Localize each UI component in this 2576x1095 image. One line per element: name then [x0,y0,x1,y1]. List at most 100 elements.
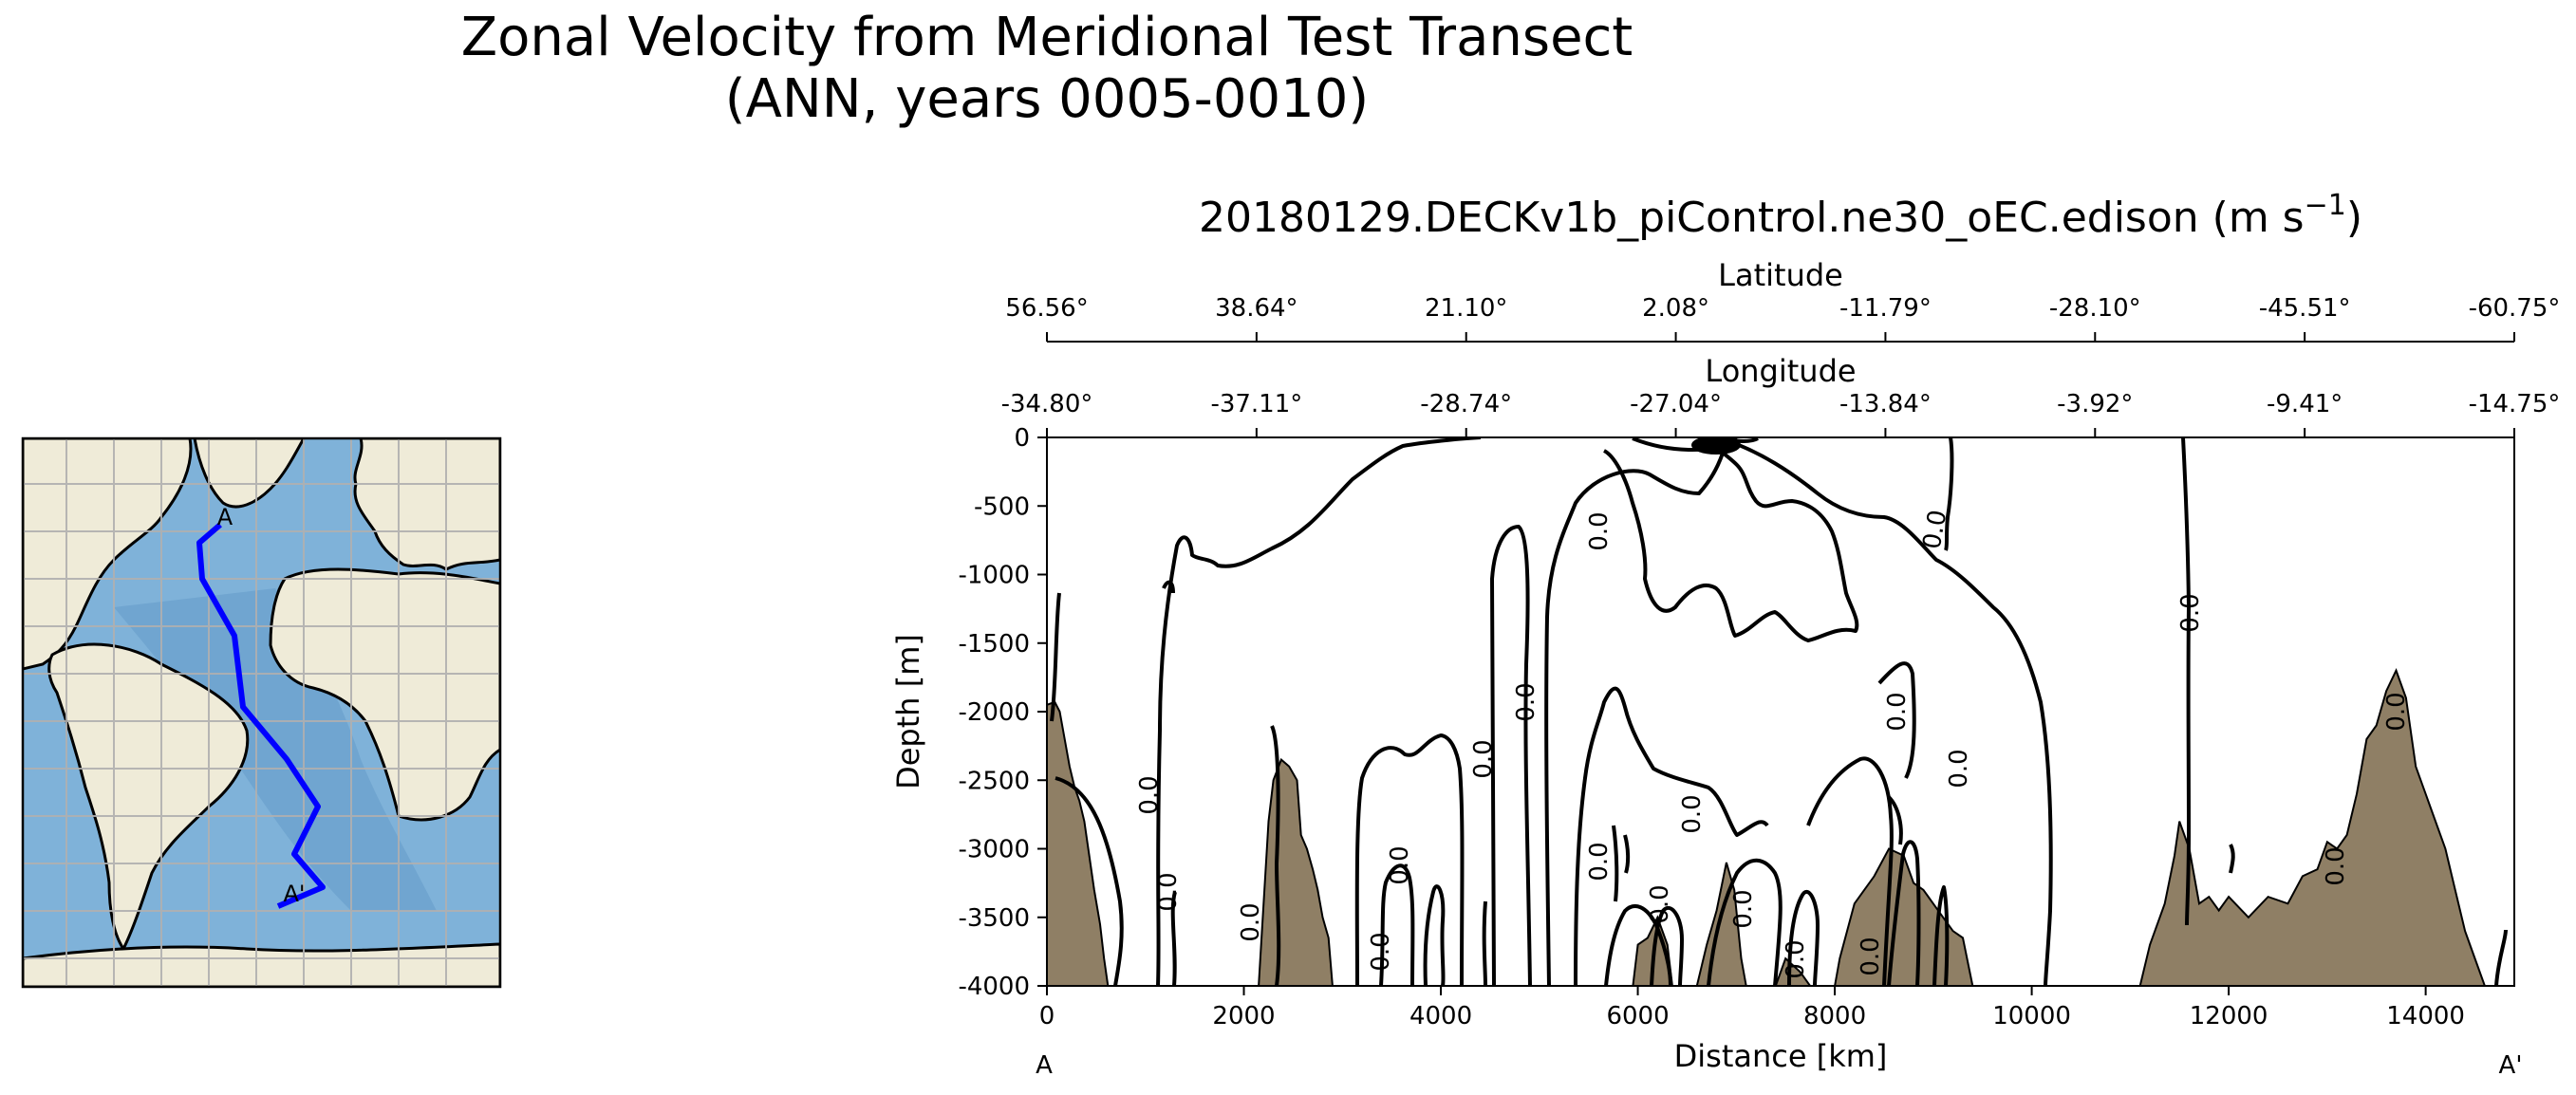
contour-line [1932,885,1950,986]
contour-line [1156,437,1482,986]
contour-label: 0.0 [1918,508,1953,551]
map-label-start: A [217,504,233,530]
contour-label-group: 0.0 [1135,775,1164,814]
contour-label-group: 0.0 [2322,846,2350,885]
x-tick-label: 6000 [1606,1002,1669,1030]
contour-label-group: 0.0 [1945,749,1973,788]
contour-label: 0.0 [1585,842,1614,881]
surface-jet-core [1691,437,1741,455]
longitude-tick-label: -3.92° [2057,390,2133,418]
longitude-ticks: -34.80° -37.11° -28.74° -27.04° -13.84° -3.92… [1001,390,2561,437]
y-tick-label: 0 [1014,424,1030,453]
latitude-tick-label: -11.79° [1839,294,1932,323]
latitude-tick-label: 56.56° [1005,294,1088,323]
contour-label-group: 0.0 [1883,692,1912,731]
map-land-europe [353,438,500,571]
contour-label: 0.0 [1237,902,1265,941]
contour-line [1490,525,1532,986]
x-tick-label: 10000 [1992,1002,2071,1030]
contour-label-group: 0.0 [1918,508,1953,551]
contour-label-group: 0.0 [1729,889,1758,928]
contour-label-group: 0.0 [2382,692,2411,731]
contour-label: 0.0 [1469,739,1498,778]
longitude-tick-label: -13.84° [1839,390,1932,418]
contour-label: 0.0 [1646,884,1674,923]
contour-labels: 0.0 0.0 0.0 0.0 0.0 0.0 0.0 0.0 0.0 0.0 0.0 0.0 0.0 0… [1135,508,2411,978]
contour-line [1170,891,1177,986]
latitude-tick-label: -60.75° [2469,294,2561,323]
contour-line [1270,725,1281,986]
contour-line [1602,437,1859,642]
contour-label: 0.0 [1367,932,1395,971]
x-tick-label: 4000 [1409,1002,1472,1030]
contour-line [1574,686,1769,986]
figure-title-line2: (ANN, years 0005-0010) [725,68,1370,130]
y-tick-label: -4000 [958,973,1030,1001]
contour-line [1050,592,1061,722]
contour-label-group: 0.0 [1469,739,1498,778]
contour-label: 0.0 [1386,845,1414,884]
contour-label: 0.0 [2176,593,2205,632]
contour-line [1612,825,1631,902]
map-gridlines [23,438,500,987]
contour-label-group: 0.0 [1782,939,1810,978]
contour-label: 0.0 [1135,775,1164,814]
contour-label-group: 0.0 [1154,872,1183,911]
longitude-tick-label: -27.04° [1630,390,1722,418]
contour-line [2494,929,2508,986]
map-inset: A A' [21,436,502,989]
contour-label-group: 0.0 [1585,511,1614,550]
contour-line [2181,437,2191,926]
contour-line [1707,858,1783,986]
contour-label: 0.0 [1512,682,1540,721]
contour-line [1482,900,1487,986]
x-tick-label: 8000 [1803,1002,1866,1030]
bathymetry-fill [1047,668,2486,986]
contour-line [1162,580,1175,594]
y-tick-label: -2500 [958,767,1030,795]
contour-label: 0.0 [1585,511,1614,550]
map-label-end: A' [283,881,305,907]
contour-label: 0.0 [1154,872,1183,911]
contour-line [1806,756,1894,986]
contour-label: 0.0 [1678,794,1707,833]
contour-label: 0.0 [1945,749,1973,788]
figure-title-line1: Zonal Velocity from Meridional Test Tran… [461,7,1633,68]
x-axis-label: Distance [km] [1674,1038,1888,1074]
latitude-tick-label: 21.10° [1425,294,1507,323]
y-axis-label: Depth [m] [890,634,926,789]
contour-line [1887,795,1903,845]
contour-line [1604,904,1672,986]
x-endpoint-label-start: A [1036,1051,1053,1080]
chart-title: 20180129.DECKv1b_piControl.ne30_oEC.edis… [1199,189,2362,242]
contour-label-group: 0.0 [1237,902,1265,941]
contour-label-group: 0.0 [2176,593,2205,632]
contour-line [2229,844,2235,874]
contour-label: 0.0 [1729,889,1758,928]
latitude-tick-label: 2.08° [1642,294,1709,323]
longitude-tick-label: -14.75° [2469,390,2561,418]
contour-label-group: 0.0 [1367,932,1395,971]
latitude-axis-label: Latitude [1718,257,1843,293]
contour-line [1944,437,1954,551]
contour-line [1379,863,1415,986]
contour-line [1354,733,1465,986]
longitude-tick-label: -28.74° [1420,390,1512,418]
contour-label-group: 0.0 [1512,682,1540,721]
contour-line [1717,437,2053,986]
map-frame [21,436,502,989]
map-land-africa [269,567,500,822]
x-axis-ticks: 0 2000 4000 6000 8000 10000 12000 14000 [1039,986,2465,1030]
x-tick-label: 0 [1039,1002,1055,1030]
contour-label: 0.0 [1883,692,1912,731]
x-tick-label: 14000 [2386,1002,2465,1030]
longitude-tick-label: -34.80° [1001,390,1093,418]
map-land-antarctica [23,942,500,987]
contour-line [1423,884,1446,986]
contour-line [1544,437,1729,986]
contour-line [1650,905,1684,986]
contour-label: 0.0 [2322,846,2350,885]
contour-label-group: 0.0 [1386,845,1414,884]
y-tick-label: -1500 [958,630,1030,659]
